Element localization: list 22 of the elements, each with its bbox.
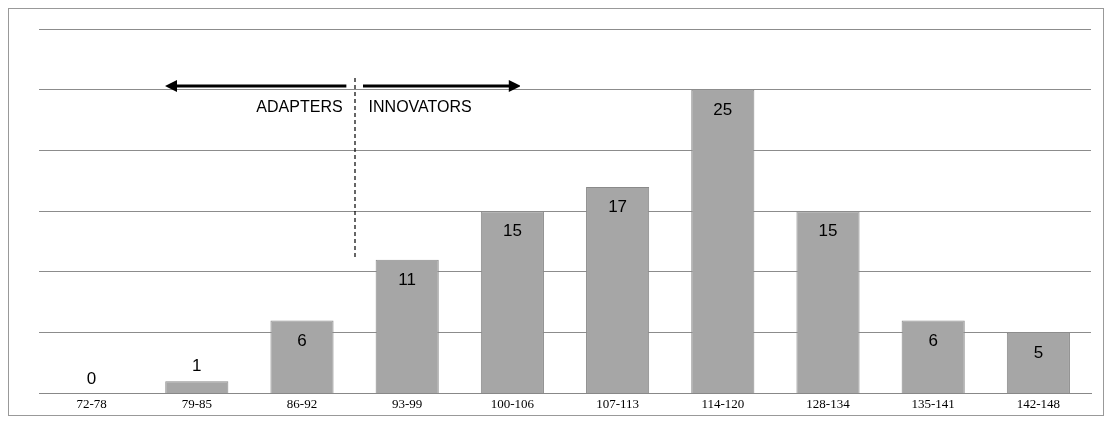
data-label: 11	[398, 269, 417, 289]
x-tick-label: 72-78	[76, 395, 107, 411]
x-tick-label: 107-113	[596, 395, 640, 411]
x-tick-label: 142-148	[1016, 395, 1061, 411]
data-label: 6	[297, 330, 307, 350]
x-tick-label: 79-85	[181, 395, 212, 411]
data-label: 25	[713, 99, 733, 119]
data-label: 15	[818, 221, 838, 241]
data-label: 17	[608, 197, 628, 217]
x-tick-label: 114-120	[701, 395, 745, 411]
data-label: 15	[502, 221, 522, 241]
x-tick-label: 86-92	[286, 395, 318, 411]
data-label: 6	[928, 330, 938, 350]
data-label: 0	[86, 368, 97, 388]
x-tick-label: 100-106	[490, 395, 535, 411]
data-label: 5	[1033, 342, 1044, 362]
annotation: INNOVATORS	[368, 97, 472, 116]
data-label: 1	[192, 356, 202, 376]
x-tick-label: 135-141	[911, 395, 955, 411]
x-tick-label: 128-134	[806, 395, 851, 411]
x-tick-label: 93-99	[392, 395, 423, 411]
annotation: ADAPTERS	[256, 97, 343, 116]
